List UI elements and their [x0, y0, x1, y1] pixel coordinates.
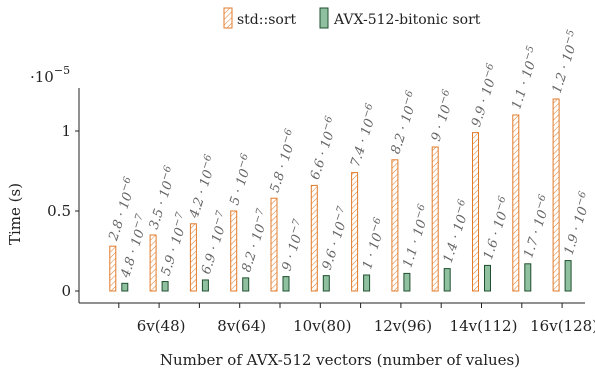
y-axis-label: Time (s) — [6, 183, 24, 245]
bar-std-sort — [149, 234, 157, 292]
bar-std-sort — [512, 114, 520, 292]
bar-std-sort — [310, 184, 318, 292]
x-tick-label: 14v(112) — [450, 317, 518, 335]
x-tick-label: 12v(96) — [374, 317, 432, 335]
bar-std-sort — [270, 197, 278, 292]
data-label-std-sort: 9.9 · 10−6 — [466, 61, 503, 128]
data-label-avx512-bitonic: 1 · 10−6 — [357, 216, 390, 272]
data-label-std-sort: 1.1 · 10−5 — [506, 44, 543, 111]
bar-avx512-bitonic — [564, 260, 572, 292]
legend-swatch-avx512-bitonic — [319, 7, 329, 29]
bar-std-sort — [552, 98, 560, 292]
data-label-avx512-bitonic: 1.6 · 10−6 — [478, 194, 515, 261]
bar-std-sort — [472, 132, 479, 292]
data-label-avx512-bitonic: 1.1 · 10−6 — [398, 202, 435, 269]
data-label-std-sort: 5.8 · 10−6 — [265, 127, 302, 194]
data-label-std-sort: 6.6 · 10−6 — [305, 114, 342, 181]
data-label-std-sort: 1.2 · 10−5 — [547, 28, 584, 95]
legend-label-avx512-bitonic: AVX-512-bitonic sort — [333, 12, 481, 28]
legend-label-std-sort: std::sort — [237, 12, 297, 28]
legend: std::sort AVX-512-bitonic sort — [223, 7, 481, 29]
x-tick-label: 10v(80) — [293, 317, 351, 335]
data-label-avx512-bitonic: 1.7 · 10−6 — [518, 193, 555, 260]
data-label-avx512-bitonic: 9.6 · 10−7 — [317, 204, 354, 271]
bar-avx512-bitonic — [403, 272, 411, 292]
data-label-avx512-bitonic: 8.2 · 10−7 — [236, 207, 273, 274]
data-label-avx512-bitonic: 9 · 10−7 — [277, 217, 310, 273]
y-tick-label: 0.5 — [47, 202, 71, 220]
data-label-avx512-bitonic: 1.4 · 10−6 — [438, 197, 475, 264]
bar-avx512-bitonic — [484, 264, 491, 292]
y-tick-label: 0 — [61, 282, 71, 300]
data-label-std-sort: 8.2 · 10−6 — [386, 89, 423, 156]
data-label-std-sort: 9 · 10−6 — [426, 88, 459, 144]
bar-std-sort — [351, 172, 359, 292]
bar-std-sort — [109, 245, 117, 292]
bar-avx512-bitonic — [242, 277, 250, 292]
x-tick-label: 6v(48) — [137, 317, 186, 335]
bar-avx512-bitonic — [121, 282, 129, 292]
bar-std-sort — [391, 159, 399, 292]
data-labels: 2.8 · 10−64.8 · 10−7 3.5 · 10−65.9 · 10−7… — [106, 28, 595, 280]
x-tick-label: 16v(128) — [530, 317, 595, 335]
bar-avx512-bitonic — [443, 268, 451, 292]
bars — [109, 98, 572, 292]
y-axis-scale-base: ·10 — [30, 68, 54, 86]
y-axis-scale: ·10−5 — [30, 64, 70, 86]
bar-avx512-bitonic — [363, 274, 371, 292]
bar-avx512-bitonic — [201, 279, 209, 292]
y-tick-label: 1 — [61, 122, 71, 140]
bar-avx512-bitonic — [161, 281, 169, 292]
data-label-avx512-bitonic: 1.9 · 10−6 — [559, 189, 595, 256]
data-label-std-sort: 7.4 · 10−6 — [345, 101, 382, 168]
data-label-avx512-bitonic: 6.9 · 10−7 — [196, 209, 233, 276]
bar-avx512-bitonic — [322, 275, 330, 292]
legend-swatch-std-sort — [223, 7, 233, 29]
bar-std-sort — [230, 210, 238, 292]
bar-std-sort — [431, 146, 439, 292]
bar-avx512-bitonic — [524, 263, 532, 292]
y-axis-scale-exp: −5 — [54, 64, 70, 77]
bar-avx512-bitonic — [282, 276, 290, 292]
x-axis-label: Number of AVX-512 vectors (number of val… — [160, 351, 520, 369]
data-label-std-sort: 5 · 10−6 — [224, 152, 257, 208]
bar-std-sort — [189, 223, 197, 292]
x-tick-label: 8v(64) — [217, 317, 266, 335]
axes: 0 0.5 1 6v(48) 8v(64) 10v(80) 12v(96) 14v(112) 1… — [47, 88, 595, 335]
